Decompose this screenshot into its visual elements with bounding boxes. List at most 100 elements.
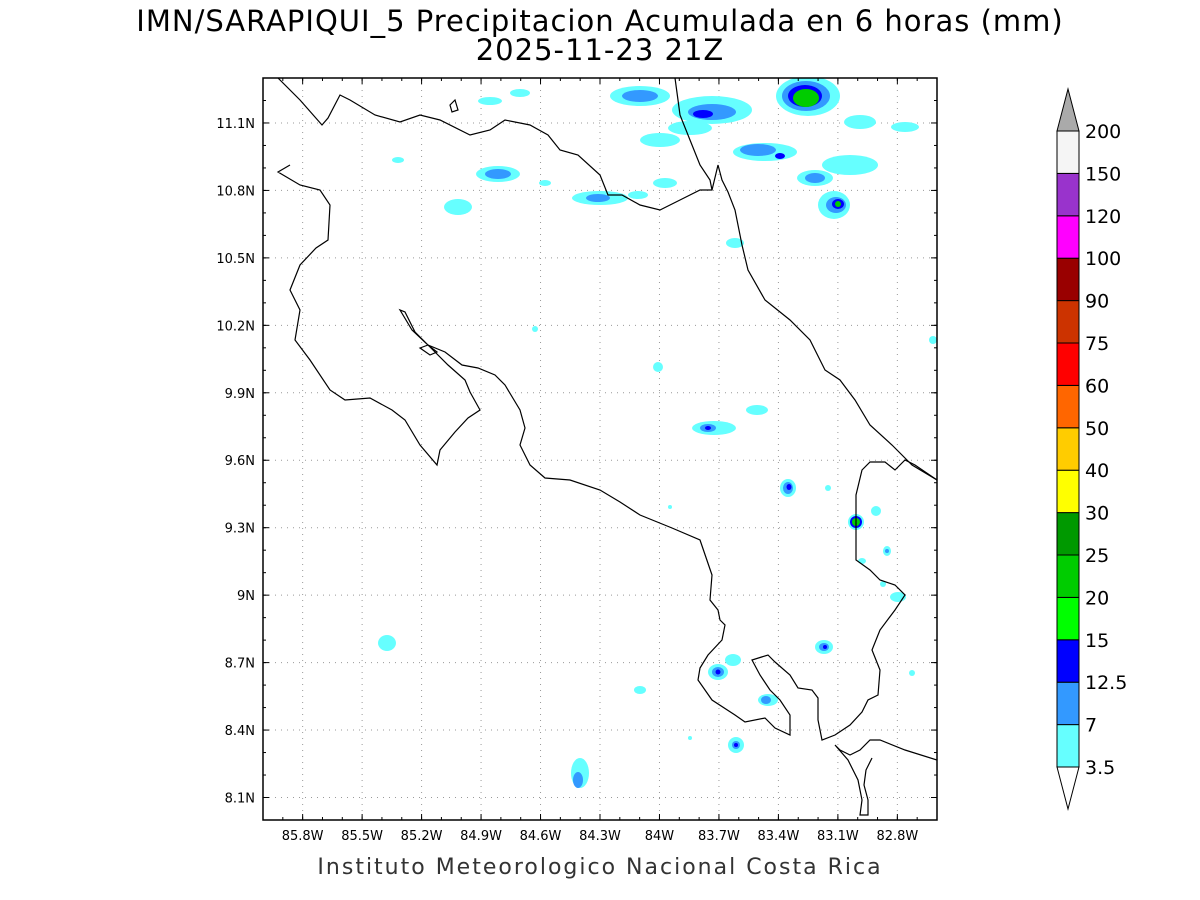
rain-cell xyxy=(640,133,680,147)
rain-cell xyxy=(653,178,677,188)
legend-arrow-low xyxy=(1056,766,1080,811)
legend-label: 25 xyxy=(1085,545,1109,567)
lon-tick-label: 84.6W xyxy=(520,829,562,844)
rain-cell xyxy=(885,549,889,553)
coastline xyxy=(276,78,937,816)
lat-tick-label: 10.2N xyxy=(216,319,255,334)
legend-swatch-75 xyxy=(1056,300,1080,344)
lon-tick-label: 85.5W xyxy=(341,829,383,844)
rain-cell xyxy=(573,772,583,788)
rain-cell xyxy=(909,670,915,676)
legend-swatch-60 xyxy=(1056,342,1080,386)
legend-label: 15 xyxy=(1085,630,1109,652)
rain-cell xyxy=(622,90,658,102)
legend-swatch-12.5 xyxy=(1056,639,1080,683)
rain-cell xyxy=(715,669,721,675)
legend-swatch-20 xyxy=(1056,554,1080,598)
rain-cell xyxy=(844,115,876,129)
lon-tick-label: 83.4W xyxy=(758,829,800,844)
map-grid xyxy=(263,78,937,820)
rain-cell xyxy=(825,485,831,491)
rain-cell xyxy=(485,169,511,179)
rain-cell xyxy=(705,426,711,430)
lat-tick-label: 9.6N xyxy=(225,454,255,469)
pacific-coast xyxy=(276,164,937,741)
legend-label: 20 xyxy=(1085,587,1109,609)
rain-cell xyxy=(880,581,886,587)
rain-cell xyxy=(539,180,551,186)
rain-cell xyxy=(793,89,819,107)
longitude-axis: 85.8W 85.5W 85.2W 84.9W 84.6W 84.3W 84W 83.7W 83… xyxy=(282,829,919,844)
lon-tick-label: 84.3W xyxy=(579,829,621,844)
legend-arrow-high xyxy=(1056,87,1080,132)
rain-cell xyxy=(628,191,648,199)
lat-tick-label: 10.5N xyxy=(216,252,255,267)
legend-label: 50 xyxy=(1085,418,1109,440)
legend-label: 60 xyxy=(1085,375,1109,397)
rain-cell xyxy=(478,97,502,105)
legend-swatch-150 xyxy=(1056,130,1080,174)
rain-cell xyxy=(444,199,472,215)
lon-tick-label: 85.8W xyxy=(282,829,324,844)
rain-cell xyxy=(392,157,404,163)
lat-tick-label: 8.4N xyxy=(225,724,255,739)
island-outline xyxy=(449,98,459,113)
legend-swatch-100 xyxy=(1056,215,1080,259)
footer-credit: Instituto Meteorologico Nacional Costa R… xyxy=(317,855,883,880)
legend-label: 12.5 xyxy=(1085,672,1127,694)
legend-swatch-7 xyxy=(1056,681,1080,726)
legend-label: 200 xyxy=(1085,121,1121,143)
rain-cell xyxy=(835,201,841,207)
legend-swatch-90 xyxy=(1056,257,1080,302)
lat-tick-label: 8.1N xyxy=(225,792,255,807)
rain-cell xyxy=(871,506,881,516)
rain-cell xyxy=(929,336,937,344)
nicaragua-border-and-caribbean-coast xyxy=(277,78,937,481)
legend-label: 75 xyxy=(1085,333,1109,355)
legend-swatch-30 xyxy=(1056,469,1080,514)
rain-cell xyxy=(532,326,538,332)
rain-cell xyxy=(740,144,776,156)
legend-label: 100 xyxy=(1085,248,1121,270)
rain-cell xyxy=(746,405,768,415)
rain-cell xyxy=(668,121,712,135)
rain-cell xyxy=(653,362,663,372)
rain-cell xyxy=(634,686,646,694)
lon-tick-label: 84W xyxy=(645,829,675,844)
rain-cell xyxy=(510,89,530,97)
lat-tick-label: 8.7N xyxy=(225,657,255,672)
rain-cell xyxy=(378,635,396,651)
legend-label: 120 xyxy=(1085,206,1121,228)
panama-border xyxy=(834,739,937,816)
rain-cell xyxy=(586,194,610,202)
rain-cell xyxy=(734,743,738,747)
rain-cell xyxy=(775,153,785,159)
legend-swatch-3.5 xyxy=(1056,724,1080,768)
legend-label: 7 xyxy=(1085,715,1097,737)
lon-tick-label: 82.8W xyxy=(876,829,918,844)
lat-tick-label: 10.8N xyxy=(216,184,255,199)
rain-cell xyxy=(668,505,672,509)
nicaragua-lake-shore xyxy=(674,78,713,191)
rain-cell xyxy=(726,238,744,248)
rain-cell xyxy=(725,654,741,666)
rain-cell xyxy=(693,110,713,118)
legend-swatch-50 xyxy=(1056,384,1080,429)
lat-tick-label: 9.3N xyxy=(225,522,255,537)
map-subtitle-date: 2025-11-23 21Z xyxy=(475,33,725,67)
rain-cell xyxy=(891,122,919,132)
lat-tick-label: 11.1N xyxy=(216,117,255,132)
legend-label: 30 xyxy=(1085,503,1109,525)
rain-cell xyxy=(786,484,792,490)
lat-tick-label: 9.9N xyxy=(225,387,255,402)
legend-label: 150 xyxy=(1085,163,1121,185)
legend-label: 3.5 xyxy=(1085,757,1115,779)
island-outline xyxy=(418,344,439,356)
legend-label: 90 xyxy=(1085,291,1109,313)
legend-swatch-40 xyxy=(1056,427,1080,471)
rain-cell xyxy=(761,696,771,704)
lon-tick-label: 83.1W xyxy=(817,829,859,844)
legend-swatch-120 xyxy=(1056,172,1080,217)
